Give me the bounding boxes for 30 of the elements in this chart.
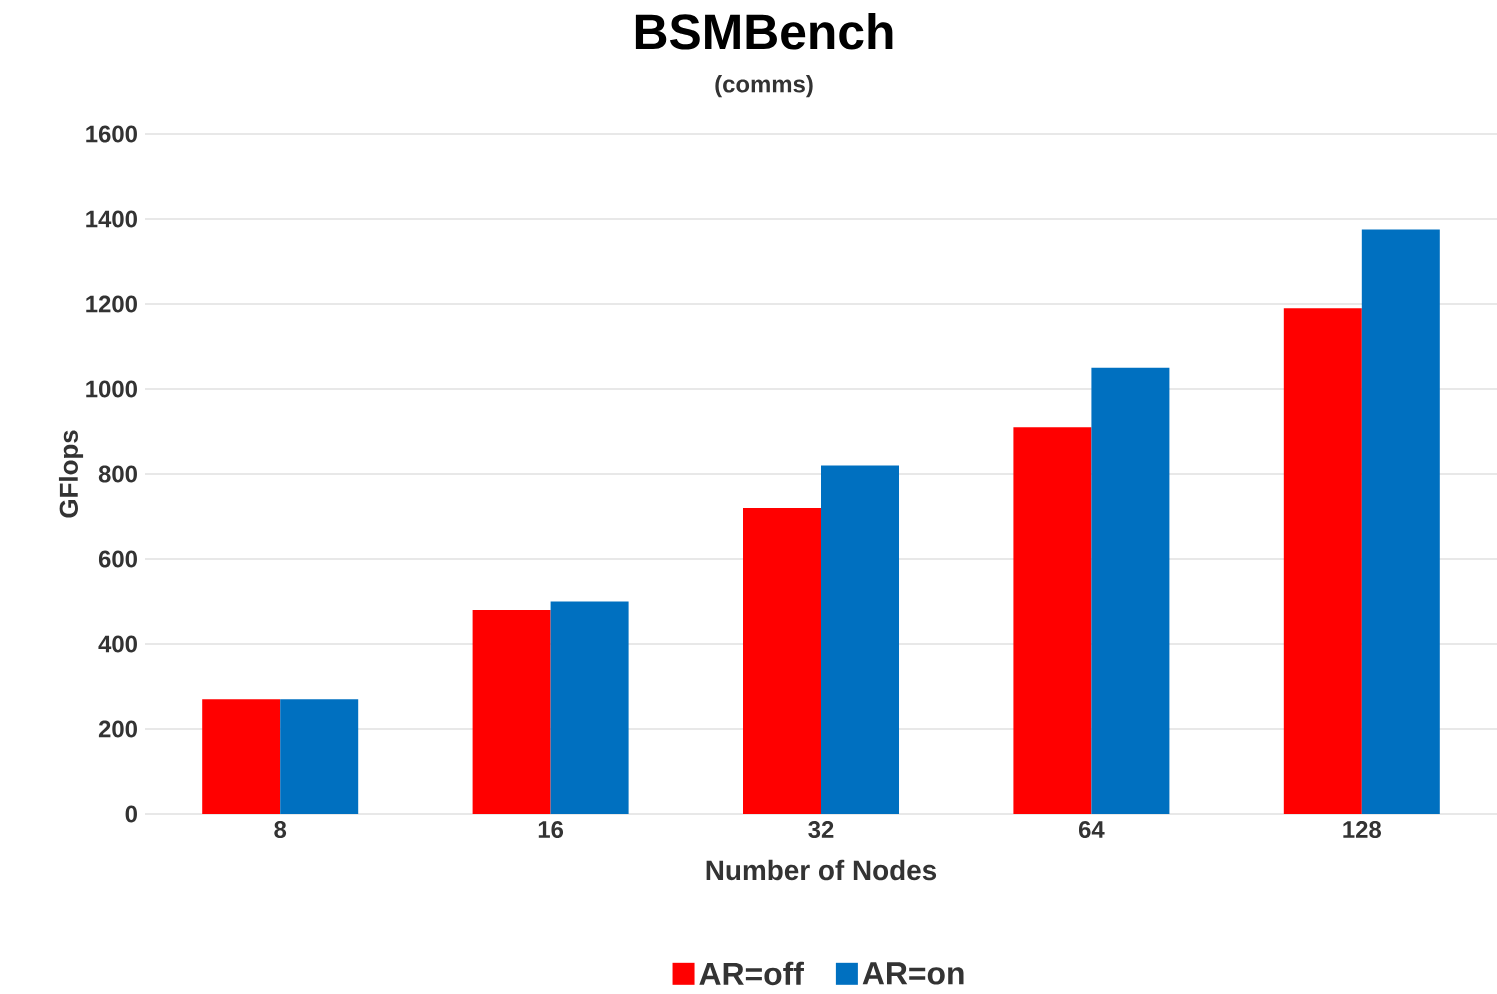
y-tick-label: 1200 — [86, 295, 137, 313]
bar — [472, 610, 551, 814]
bar — [202, 699, 281, 814]
bar — [1013, 427, 1092, 814]
y-tick-label: 1600 — [86, 125, 137, 143]
chart-subtitle: (comms) — [715, 75, 813, 98]
bar — [550, 601, 629, 814]
y-tick-label: 1400 — [86, 210, 137, 228]
x-tick-label: 32 — [808, 821, 834, 839]
y-tick-label: 600 — [98, 550, 137, 568]
y-tick-label: 400 — [98, 635, 137, 653]
y-tick-label: 0 — [125, 805, 137, 823]
x-tick-label: 64 — [1078, 821, 1105, 838]
y-tick-label: 800 — [98, 465, 137, 483]
chart-title: BSMBench — [635, 13, 893, 50]
bar — [1361, 229, 1440, 814]
bar — [1091, 367, 1170, 814]
bar — [280, 699, 359, 814]
legend-label: AR=on — [862, 962, 964, 985]
x-axis-title: Number of Nodes — [706, 859, 937, 881]
y-tick-label: 200 — [98, 720, 137, 738]
legend-label: AR=off — [699, 961, 804, 986]
bar — [1283, 308, 1362, 814]
x-tick-label: 128 — [1343, 821, 1382, 838]
y-axis-title: GFlops — [58, 430, 84, 518]
y-tick-label: 1000 — [86, 380, 137, 398]
x-tick-label: 16 — [538, 821, 564, 838]
x-tick-label: 8 — [274, 821, 287, 838]
bar — [821, 465, 900, 814]
bar — [743, 508, 821, 814]
